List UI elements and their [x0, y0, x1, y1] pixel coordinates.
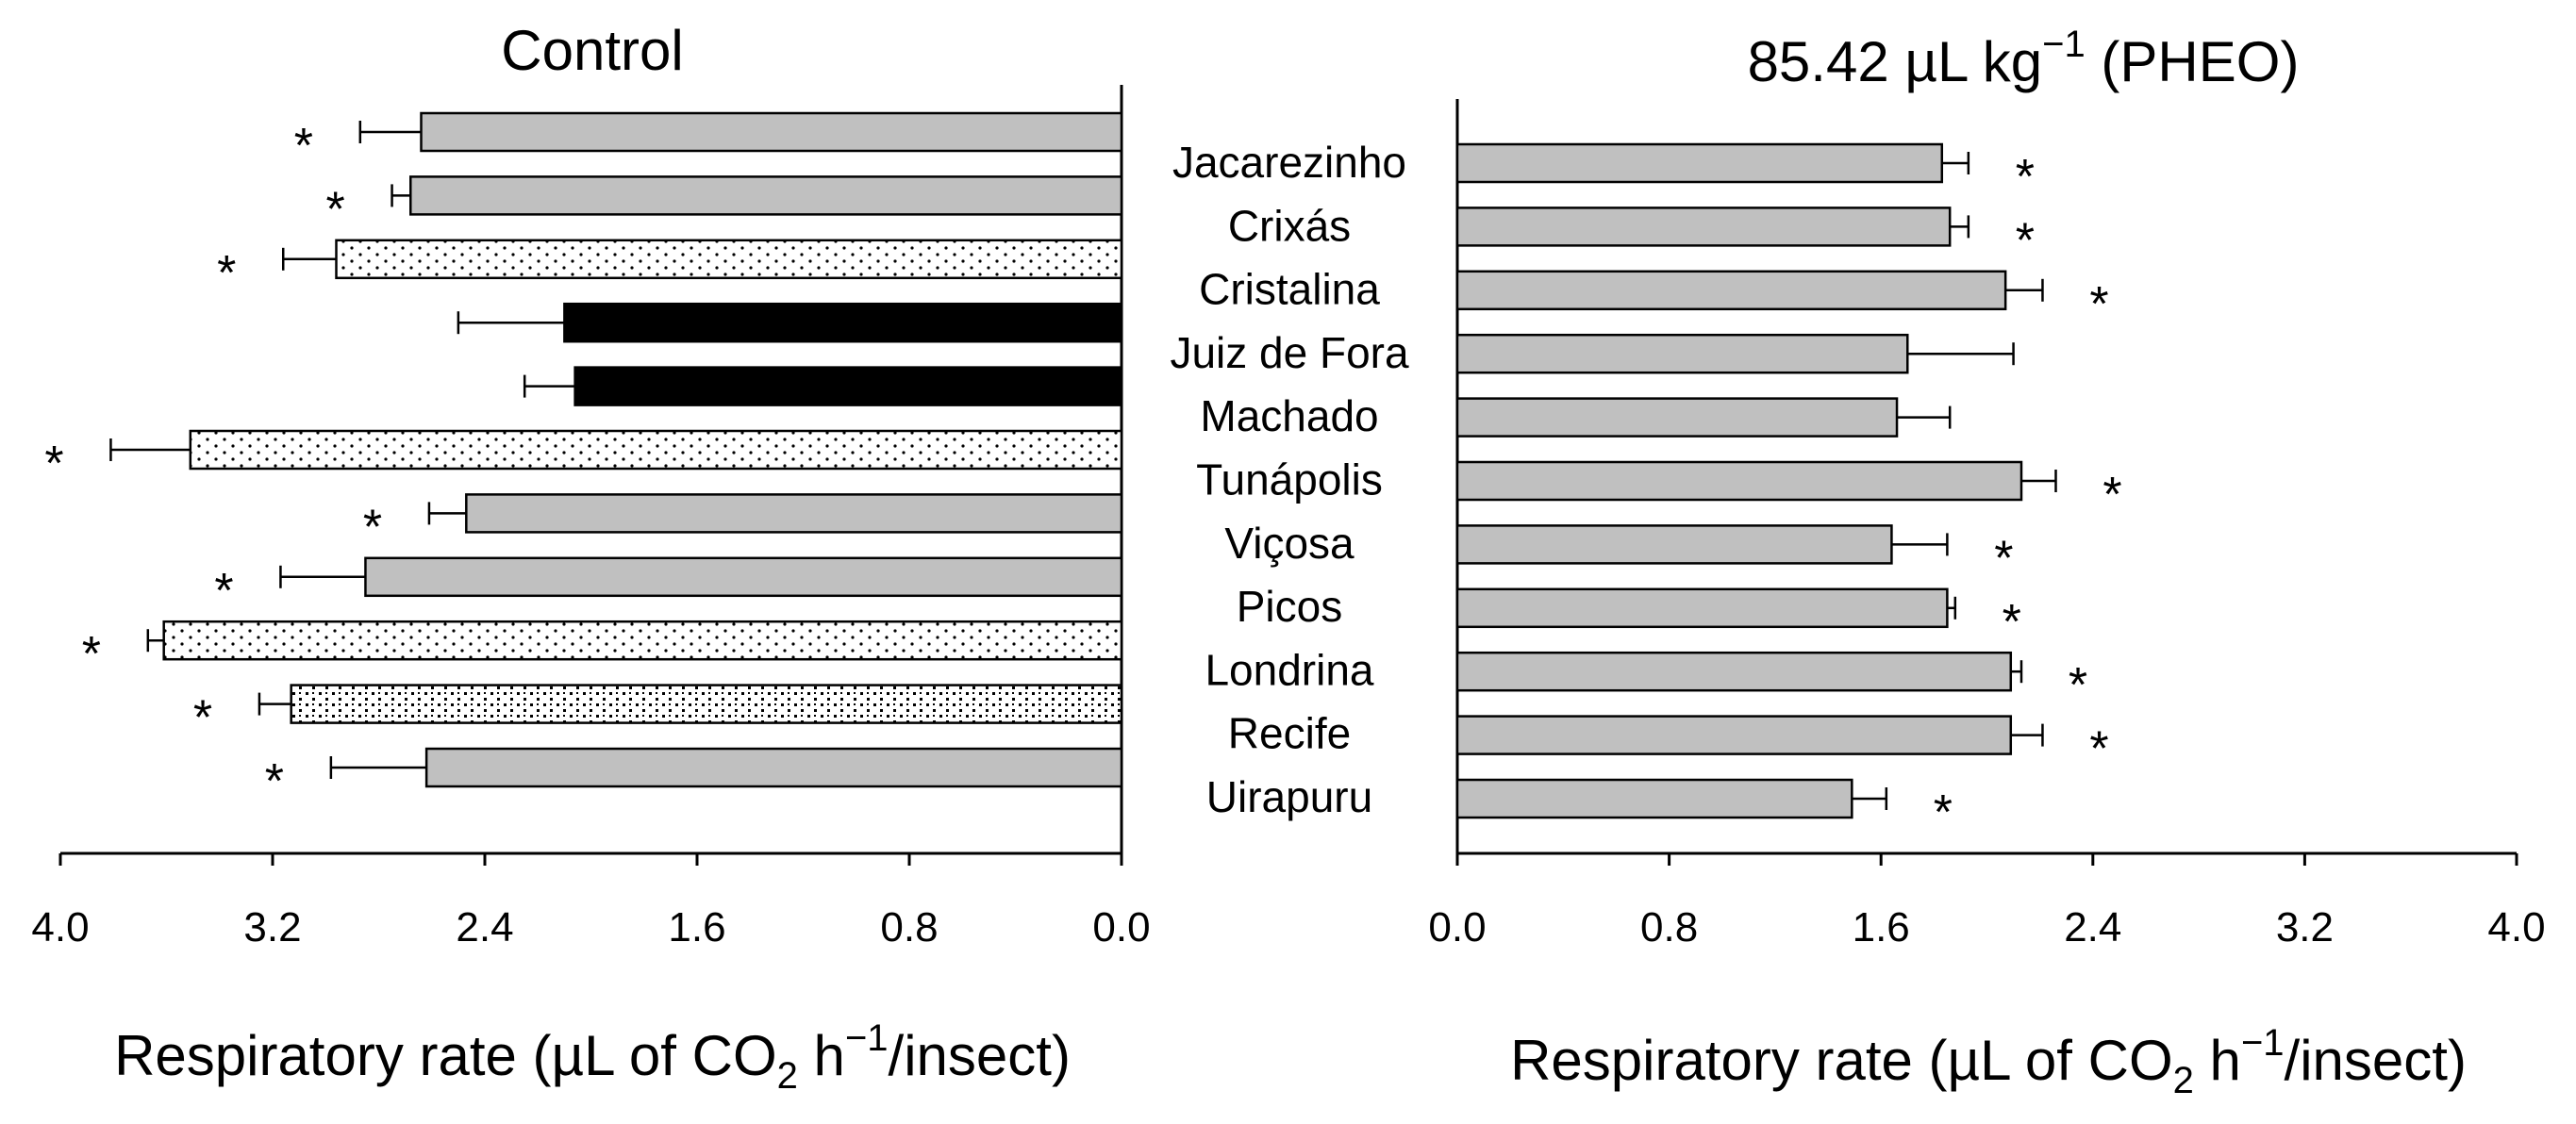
control-significance-marker: * [363, 500, 382, 554]
control-significance-marker: * [82, 627, 101, 682]
control-bar-Jacarezinho [420, 111, 1123, 153]
control-significance-marker: * [193, 691, 212, 746]
control-significance-marker: * [265, 754, 284, 809]
pheo-bar-Tunápolis [1455, 460, 2023, 502]
pheo-tick-label: 4.0 [2487, 904, 2545, 950]
category-labels: Jacarezinho Crixás Cristalina Juiz de Fora M… [1170, 138, 1409, 821]
category-label-Uirapuru: Uirapuru [1206, 772, 1372, 821]
pheo-tick-label: 3.2 [2276, 904, 2334, 950]
control-x-ticks: 0.0 0.8 1.6 2.4 3.2 4.0 [31, 853, 1151, 950]
pheo-bars: ********* [1455, 142, 2122, 840]
control-significance-marker: * [217, 246, 236, 301]
control-bar-Machado [573, 366, 1123, 406]
control-tick-label: 2.4 [456, 904, 513, 950]
pheo-significance-marker: * [2016, 150, 2035, 205]
control-bars: ********* [44, 111, 1123, 809]
control-bar-Londrina [162, 620, 1123, 661]
category-label-Tunápolis: Tunápolis [1196, 455, 1383, 504]
pheo-tick-label: 2.4 [2064, 904, 2121, 950]
control-bar-Recife [290, 684, 1123, 724]
pheo-bar-Juiz de Fora [1455, 333, 1909, 374]
control-bar-Cristalina [335, 239, 1123, 280]
pheo-bar-Uirapuru [1455, 778, 1853, 819]
pheo-significance-marker: * [2102, 468, 2121, 522]
pheo-bar-Londrina [1455, 651, 2013, 692]
pheo-bar-Recife [1455, 715, 2013, 755]
control-bar-Tunápolis [189, 429, 1123, 471]
pheo-significance-marker: * [2089, 277, 2108, 332]
category-label-Crixás: Crixás [1228, 201, 1351, 250]
control-tick-label: 1.6 [668, 904, 725, 950]
pheo-bar-Crixás [1455, 207, 1952, 247]
control-significance-marker: * [325, 182, 344, 237]
control-title: Control [501, 19, 683, 82]
pheo-tick-label: 1.6 [1853, 904, 1910, 950]
category-label-Machado: Machado [1200, 391, 1378, 440]
control-x-axis-label: Respiratory rate (µL of CO2 h−1/insect) [114, 1017, 1071, 1097]
pheo-bar-Machado [1455, 397, 1899, 438]
control-panel: Control 0.00.81.62.43.24.0 ********* Res… [31, 19, 1150, 1097]
pheo-bar-Cristalina [1455, 270, 2007, 311]
pheo-significance-marker: * [2069, 658, 2087, 713]
category-label-Jacarezinho: Jacarezinho [1172, 138, 1406, 187]
pheo-bar-Viçosa [1455, 524, 1893, 565]
pheo-bar-Jacarezinho [1455, 142, 1944, 184]
pheo-significance-marker: * [1934, 785, 1953, 840]
control-bar-Juiz de Fora [563, 302, 1123, 343]
control-bar-Picos [364, 556, 1123, 598]
control-tick-label: 0.8 [880, 904, 938, 950]
pheo-title: 85.42 µL kg−1 (PHEO) [1748, 24, 2300, 93]
category-label-Viçosa: Viçosa [1224, 519, 1354, 568]
pheo-panel: 85.42 µL kg−1 (PHEO) 0.0 0.8 1.6 2.4 3.2 4.0 … [1428, 24, 2545, 1101]
pheo-tick-label: 0.8 [1640, 904, 1698, 950]
control-tick-label: 0.0 [1092, 904, 1150, 950]
category-label-Picos: Picos [1237, 582, 1342, 631]
pheo-x-axis-label: Respiratory rate (µL of CO2 h−1/insect) [1510, 1022, 2467, 1101]
control-significance-marker: * [294, 119, 313, 174]
control-bar-Crixás [409, 175, 1123, 216]
pheo-significance-marker: * [2016, 213, 2035, 268]
control-tick-label: 3.2 [243, 904, 301, 950]
pheo-significance-marker: * [2003, 595, 2021, 650]
pheo-significance-marker: * [2089, 722, 2108, 777]
control-tick-label: 4.0 [31, 904, 89, 950]
control-bar-Viçosa [465, 493, 1123, 534]
pheo-bar-Picos [1455, 587, 1949, 629]
category-label-Londrina: Londrina [1205, 645, 1373, 694]
category-label-Cristalina: Cristalina [1199, 265, 1380, 314]
pheo-significance-marker: * [1994, 531, 2013, 586]
category-label-Juiz de Fora: Juiz de Fora [1170, 328, 1409, 377]
pheo-x-ticks: 0.0 0.8 1.6 2.4 3.2 4.0 [1428, 853, 2546, 950]
control-significance-marker: * [44, 437, 63, 491]
control-bar-Uirapuru [424, 747, 1123, 788]
control-significance-marker: * [214, 564, 233, 619]
category-label-Recife: Recife [1228, 709, 1351, 758]
pheo-tick-label: 0.0 [1428, 904, 1486, 950]
